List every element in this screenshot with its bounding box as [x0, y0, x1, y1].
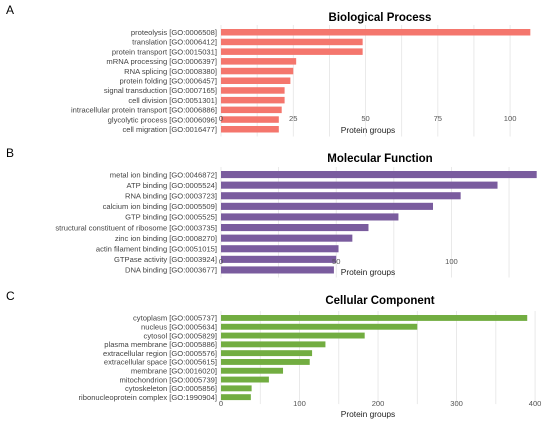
bar — [221, 96, 285, 104]
bar — [221, 116, 279, 123]
category-label: actin filament binding [GO:0051015] — [96, 244, 217, 253]
x-axis-title: Protein groups — [341, 267, 395, 277]
panel-letter: B — [6, 146, 14, 160]
category-label: mRNA processing [GO:0006397] — [106, 57, 217, 66]
bar — [221, 245, 339, 253]
bar — [221, 126, 279, 133]
x-tick-label: 300 — [450, 399, 463, 408]
bar — [221, 376, 269, 383]
category-label: GTPase activity [GO:0003924] — [114, 255, 217, 264]
x-tick-label: 100 — [293, 399, 306, 408]
category-label: plasma membrane [GO:0005886] — [104, 340, 217, 349]
category-label: intracellular protein transport [GO:0006… — [71, 106, 217, 115]
category-label: GTP binding [GO:0005525] — [125, 213, 217, 222]
bar — [221, 255, 337, 263]
bar — [221, 315, 528, 321]
bar — [221, 38, 363, 46]
category-label: cytosol [GO:0005829] — [144, 331, 217, 340]
bar — [221, 332, 365, 339]
bar — [221, 341, 326, 348]
bar — [221, 323, 418, 330]
x-tick-label: 100 — [445, 257, 458, 266]
x-tick-label: 0 — [219, 114, 223, 123]
x-tick-label: 400 — [529, 399, 542, 408]
x-tick-label: 75 — [434, 114, 442, 123]
category-label: zinc ion binding [GO:0008270] — [115, 234, 217, 243]
bar — [221, 359, 310, 365]
panel-a: A Biological Process proteolysis [GO:00065… — [6, 3, 531, 137]
bar — [221, 106, 282, 114]
panel-b: B Molecular Function metal ion binding [GO… — [6, 146, 537, 278]
category-label: glycolytic process [GO:0006096] — [108, 115, 217, 124]
x-axis-title: Protein groups — [341, 409, 395, 419]
category-label: cytoskeleton [GO:0005856] — [125, 384, 217, 393]
category-label: protein transport [GO:0015031] — [112, 47, 217, 56]
panel-title: Biological Process — [329, 12, 432, 24]
category-label: DNA binding [GO:0003677] — [125, 266, 217, 275]
bar — [221, 224, 369, 232]
category-label: calcium ion binding [GO:0005509] — [103, 202, 217, 211]
category-label: translation [GO:0006412] — [132, 38, 217, 47]
category-label: protein folding [GO:0006457] — [119, 76, 217, 85]
bar — [221, 385, 252, 392]
category-label: nucleus [GO:0005634] — [141, 322, 217, 331]
bar — [221, 213, 399, 221]
x-tick-label: 50 — [361, 114, 369, 123]
category-label: RNA binding [GO:0003723] — [125, 191, 217, 200]
category-label: membrane [GO:0016020] — [131, 366, 217, 375]
panel-title: Cellular Component — [325, 295, 434, 307]
x-tick-label: 100 — [504, 114, 517, 123]
panel-letter: C — [6, 289, 15, 303]
category-label: ATP binding [GO:0005524] — [127, 181, 217, 190]
bar — [221, 67, 294, 75]
bar — [221, 58, 297, 65]
bar — [221, 171, 537, 179]
x-tick-label: 0 — [219, 399, 223, 408]
category-label: proteolysis [GO:0006508] — [131, 28, 217, 37]
bar — [221, 266, 334, 274]
panel-c: C Cellular Component cytoplasm [GO:0005737… — [6, 289, 541, 419]
bar — [221, 77, 291, 84]
panel-title: Molecular Function — [327, 153, 432, 165]
category-label: metal ion binding [GO:0046872] — [110, 170, 217, 179]
bar — [221, 29, 531, 36]
category-label: signal transduction [GO:0007165] — [104, 86, 217, 95]
bar — [221, 350, 313, 357]
x-tick-label: 50 — [332, 257, 340, 266]
panel-letter: A — [6, 3, 14, 17]
bar — [221, 202, 433, 210]
x-tick-label: 200 — [372, 399, 385, 408]
x-tick-label: 0 — [219, 257, 223, 266]
bar — [221, 367, 284, 374]
category-label: mitochondrion [GO:0005739] — [119, 375, 217, 384]
x-axis-title: Protein groups — [341, 125, 395, 135]
bar — [221, 234, 353, 242]
bar — [221, 181, 498, 189]
bar — [221, 192, 461, 200]
category-label: extracellular region [GO:0005576] — [103, 349, 217, 358]
category-label: cell division [GO:0051301] — [128, 96, 217, 105]
category-label: cell migration [GO:0016477] — [122, 125, 217, 134]
category-label: extracellular space [GO:0005615] — [104, 358, 217, 367]
category-label: RNA splicing [GO:0008380] — [124, 67, 217, 76]
category-label: cytoplasm [GO:0005737] — [133, 314, 217, 323]
category-label: ribonucleoprotein complex [GO:1990904] — [79, 393, 217, 402]
category-label: structural constituent of ribosome [GO:0… — [55, 223, 217, 232]
bar — [221, 87, 285, 94]
bar — [221, 394, 251, 401]
bar — [221, 48, 363, 55]
x-tick-label: 25 — [289, 114, 297, 123]
